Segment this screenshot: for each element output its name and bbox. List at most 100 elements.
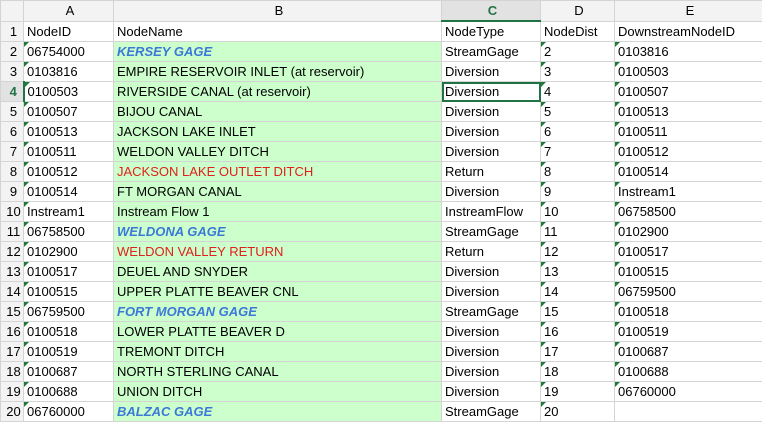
cell-node-id[interactable]: 0100512 [24,162,114,182]
cell-node-name[interactable]: BIJOU CANAL [114,102,442,122]
cell-node-name[interactable]: TREMONT DITCH [114,342,442,362]
cell-downstream-node-id[interactable]: 0100688 [615,362,762,382]
row-header[interactable]: 9 [1,182,24,202]
cell-node-type[interactable]: StreamGage [442,222,541,242]
cell-node-name[interactable]: BALZAC GAGE [114,402,442,422]
cell-node-dist[interactable]: 3 [541,62,615,82]
cell-node-dist[interactable]: 20 [541,402,615,422]
cell-node-dist[interactable]: 14 [541,282,615,302]
cell-node-name[interactable]: FT MORGAN CANAL [114,182,442,202]
cell-node-id[interactable]: 06760000 [24,402,114,422]
cell-downstream-node-id[interactable]: 0100507 [615,82,762,102]
cell-node-id[interactable]: 06754000 [24,42,114,62]
cell-node-name[interactable]: WELDONA GAGE [114,222,442,242]
column-header-c[interactable]: C [442,1,541,22]
column-header-d[interactable]: D [541,1,615,22]
cell-node-type[interactable]: Diversion [442,262,541,282]
cell-downstream-node-id[interactable]: 06759500 [615,282,762,302]
cell-node-type[interactable]: Diversion [442,82,541,102]
cell-node-dist[interactable]: 18 [541,362,615,382]
cell-node-dist[interactable]: 15 [541,302,615,322]
cell-downstream-node-id[interactable]: 0100517 [615,242,762,262]
cell-downstream-node-id[interactable]: DownstreamNodeID [615,21,762,42]
cell-node-dist[interactable]: 2 [541,42,615,62]
cell-node-dist[interactable]: 11 [541,222,615,242]
cell-node-type[interactable]: Diversion [442,62,541,82]
cell-node-type[interactable]: Diversion [442,182,541,202]
row-header[interactable]: 2 [1,42,24,62]
cell-node-type[interactable]: Diversion [442,382,541,402]
row-header[interactable]: 18 [1,362,24,382]
cell-node-id[interactable]: 0100517 [24,262,114,282]
row-header[interactable]: 12 [1,242,24,262]
cell-node-dist[interactable]: 8 [541,162,615,182]
cell-node-id[interactable]: 0100507 [24,102,114,122]
cell-node-dist[interactable]: 19 [541,382,615,402]
cell-downstream-node-id[interactable]: Instream1 [615,182,762,202]
cell-node-dist[interactable]: 12 [541,242,615,262]
cell-node-id[interactable]: 0100519 [24,342,114,362]
row-header[interactable]: 11 [1,222,24,242]
cell-node-type[interactable]: StreamGage [442,402,541,422]
cell-node-type[interactable]: Return [442,162,541,182]
cell-node-name[interactable]: WELDON VALLEY RETURN [114,242,442,262]
cell-node-id[interactable]: 0100514 [24,182,114,202]
cell-node-type[interactable]: Diversion [442,102,541,122]
cell-node-id[interactable]: 06759500 [24,302,114,322]
cell-node-name[interactable]: KERSEY GAGE [114,42,442,62]
cell-node-type[interactable]: StreamGage [442,42,541,62]
cell-node-dist[interactable]: 6 [541,122,615,142]
select-all-corner[interactable] [1,1,24,22]
cell-downstream-node-id[interactable]: 06760000 [615,382,762,402]
cell-downstream-node-id[interactable]: 0100503 [615,62,762,82]
column-header-b[interactable]: B [114,1,442,22]
row-header[interactable]: 19 [1,382,24,402]
row-header[interactable]: 14 [1,282,24,302]
cell-node-name[interactable]: FORT MORGAN GAGE [114,302,442,322]
cell-node-name[interactable]: RIVERSIDE CANAL (at reservoir) [114,82,442,102]
cell-node-id[interactable]: 0100503 [24,82,114,102]
row-header[interactable]: 3 [1,62,24,82]
row-header[interactable]: 4 [1,82,24,102]
cell-node-name[interactable]: LOWER PLATTE BEAVER D [114,322,442,342]
cell-node-name[interactable]: DEUEL AND SNYDER [114,262,442,282]
cell-node-name[interactable]: EMPIRE RESERVOIR INLET (at reservoir) [114,62,442,82]
cell-node-id[interactable]: 0100515 [24,282,114,302]
cell-node-id[interactable]: 0103816 [24,62,114,82]
cell-node-id[interactable]: 06758500 [24,222,114,242]
cell-downstream-node-id[interactable]: 0102900 [615,222,762,242]
cell-node-id[interactable]: NodeID [24,21,114,42]
cell-node-type[interactable]: Diversion [442,322,541,342]
cell-downstream-node-id[interactable]: 0100518 [615,302,762,322]
cell-downstream-node-id[interactable]: 0100511 [615,122,762,142]
cell-node-name[interactable]: JACKSON LAKE OUTLET DITCH [114,162,442,182]
row-header[interactable]: 1 [1,21,24,42]
cell-node-type[interactable]: StreamGage [442,302,541,322]
cell-node-name[interactable]: NORTH STERLING CANAL [114,362,442,382]
cell-node-type[interactable]: Diversion [442,282,541,302]
row-header[interactable]: 20 [1,402,24,422]
cell-node-dist[interactable]: 16 [541,322,615,342]
cell-node-name[interactable]: NodeName [114,21,442,42]
cell-node-type[interactable]: Return [442,242,541,262]
cell-node-type[interactable]: Diversion [442,362,541,382]
cell-node-type[interactable]: NodeType [442,21,541,42]
row-header[interactable]: 17 [1,342,24,362]
cell-node-name[interactable]: UPPER PLATTE BEAVER CNL [114,282,442,302]
cell-node-id[interactable]: Instream1 [24,202,114,222]
cell-node-id[interactable]: 0100688 [24,382,114,402]
cell-node-name[interactable]: Instream Flow 1 [114,202,442,222]
cell-node-dist[interactable]: 13 [541,262,615,282]
cell-downstream-node-id[interactable] [615,402,762,422]
cell-node-dist[interactable]: 17 [541,342,615,362]
cell-downstream-node-id[interactable]: 0100514 [615,162,762,182]
cell-node-id[interactable]: 0100518 [24,322,114,342]
cell-downstream-node-id[interactable]: 0100515 [615,262,762,282]
cell-node-type[interactable]: Diversion [442,122,541,142]
cell-downstream-node-id[interactable]: 0100687 [615,342,762,362]
row-header[interactable]: 5 [1,102,24,122]
row-header[interactable]: 8 [1,162,24,182]
row-header[interactable]: 15 [1,302,24,322]
cell-node-id[interactable]: 0102900 [24,242,114,262]
cell-node-dist[interactable]: 10 [541,202,615,222]
